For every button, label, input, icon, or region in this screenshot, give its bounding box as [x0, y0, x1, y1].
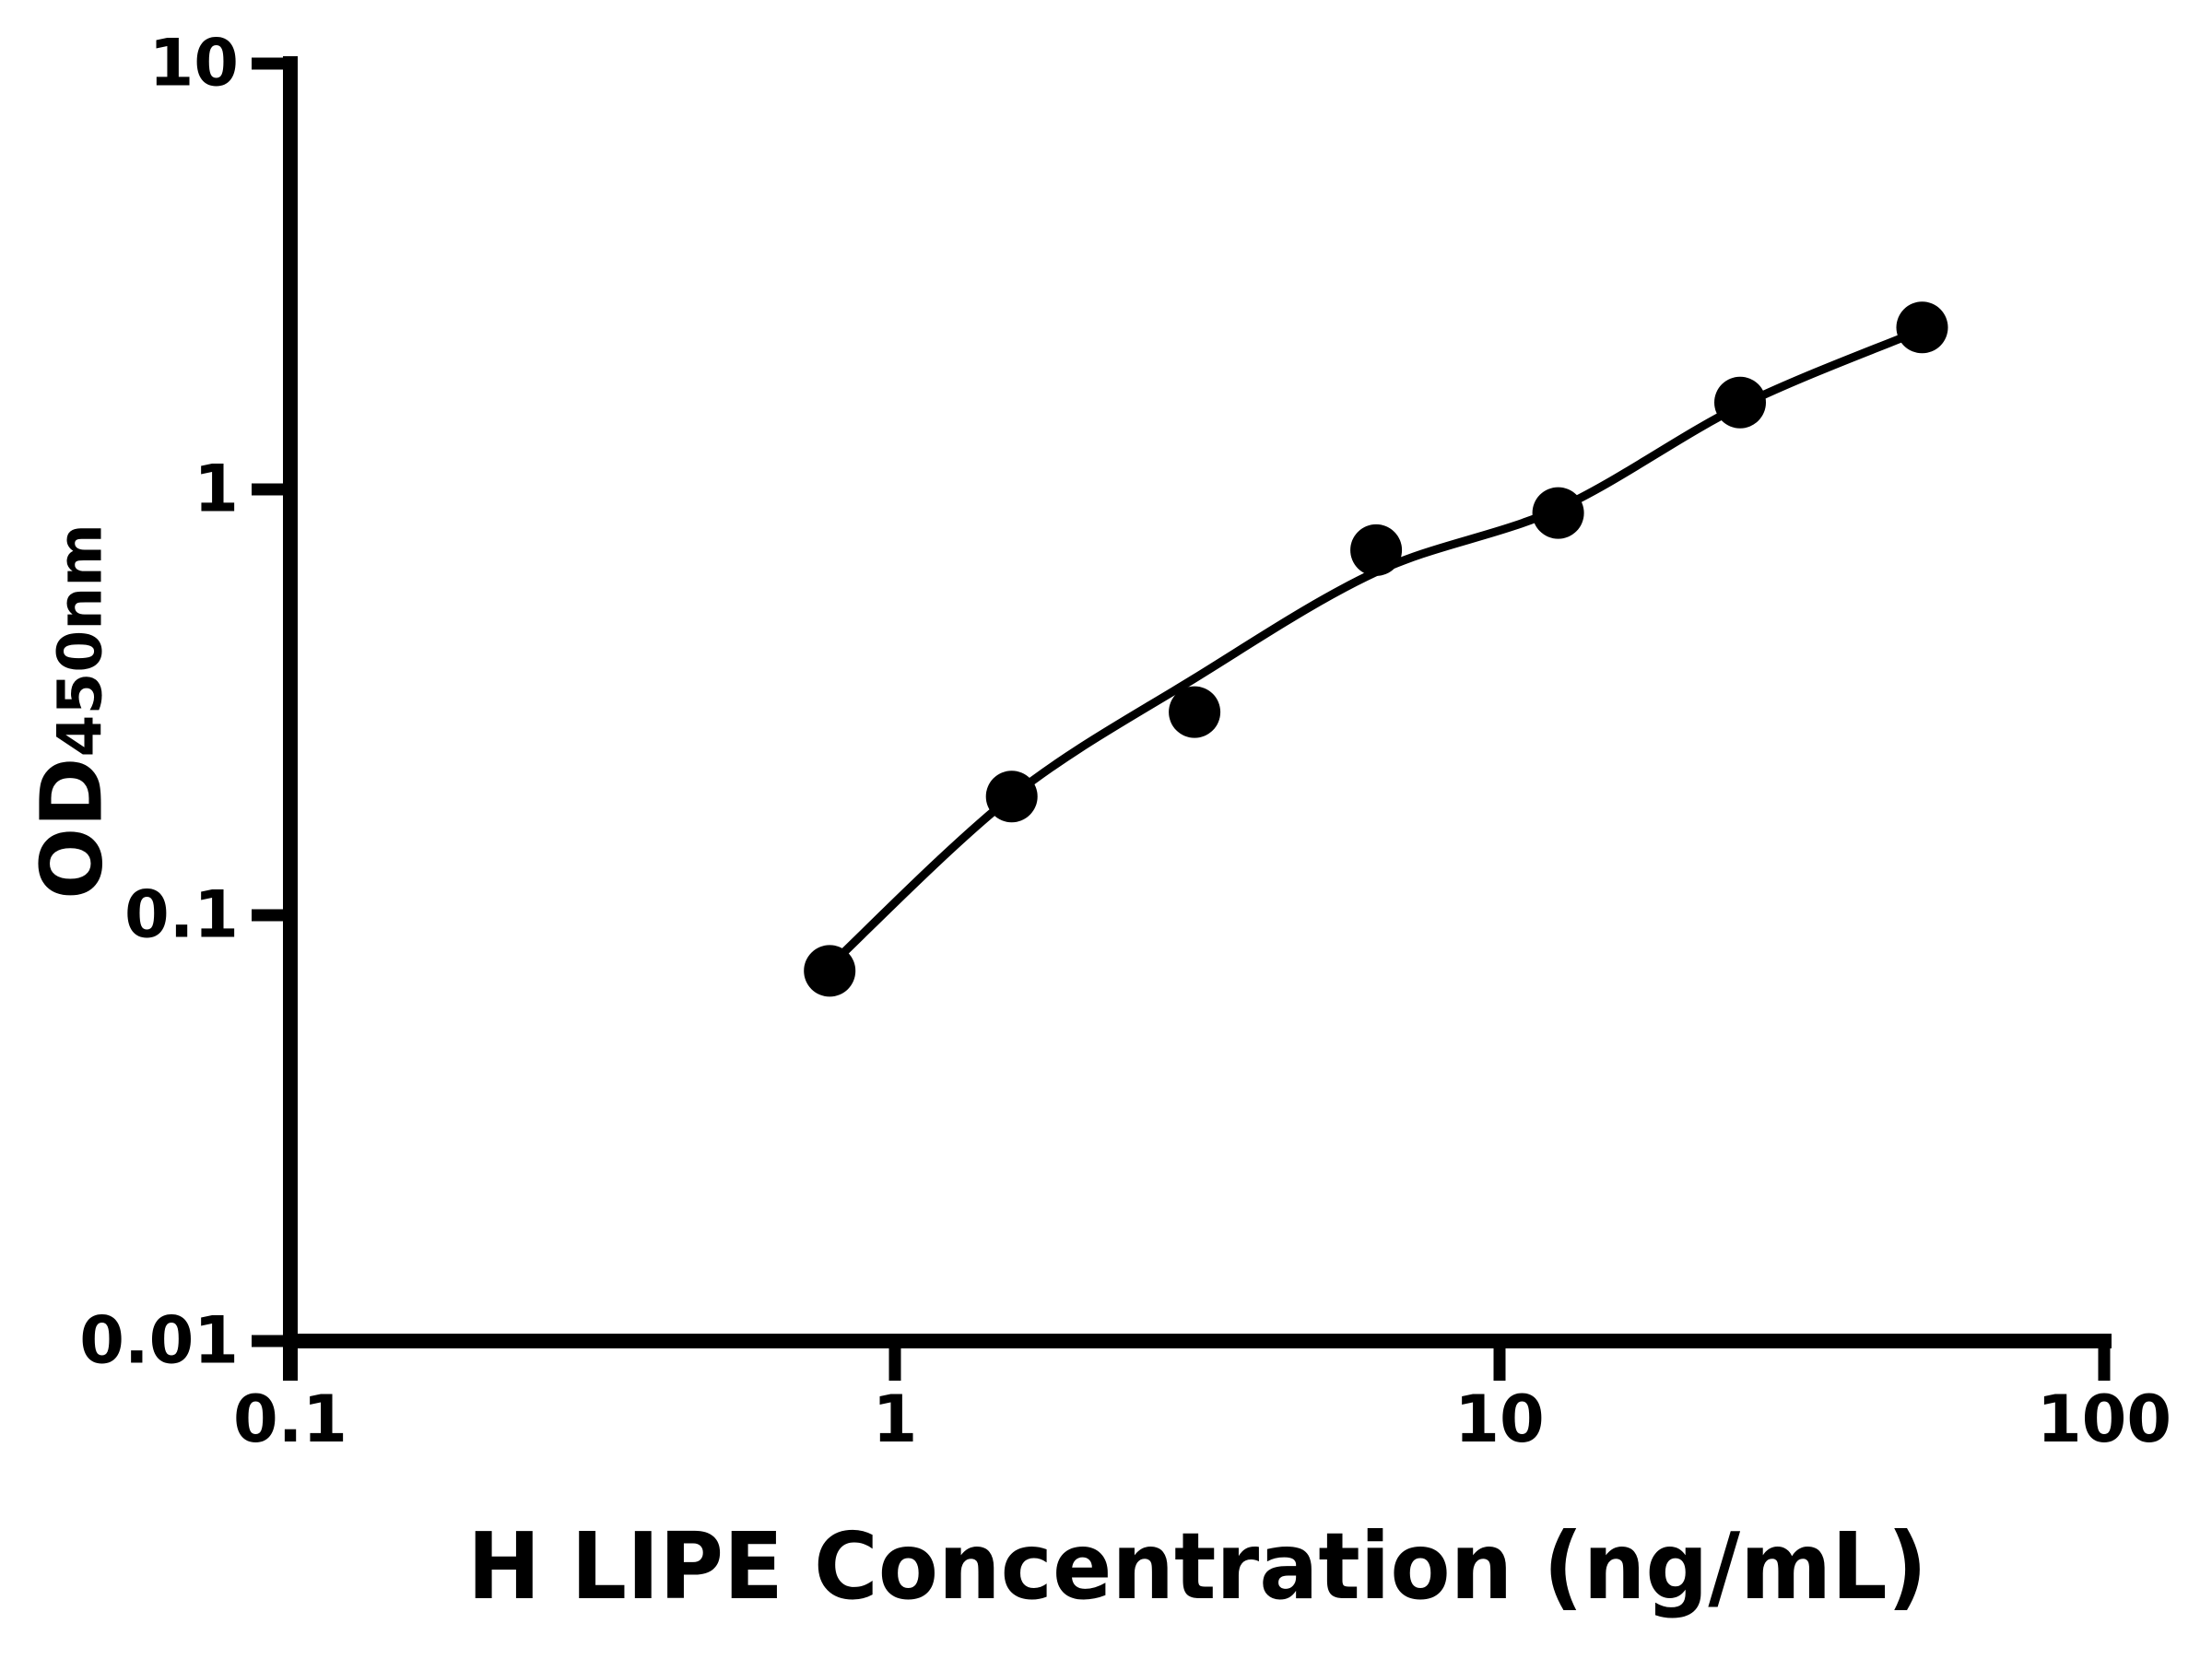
x-tick-label: 0.1: [232, 1382, 348, 1457]
y-tick-label: 0.1: [124, 877, 239, 953]
data-points: [804, 301, 1948, 997]
data-point: [804, 945, 856, 997]
y-axis-title-main: OD: [22, 757, 122, 900]
data-point: [985, 771, 1038, 823]
x-tick-label: 100: [2036, 1382, 2172, 1457]
fit-curve: [827, 325, 1924, 970]
data-point: [1896, 301, 1948, 354]
y-tick-label: 0.01: [79, 1302, 239, 1379]
axes: [283, 56, 2112, 1381]
axis-ticks: [252, 57, 2111, 1381]
data-point: [1714, 376, 1766, 429]
x-tick-label: 1: [872, 1382, 918, 1457]
y-tick-label: 10: [148, 25, 239, 101]
y-axis-title-subscript: 450nm: [44, 523, 116, 758]
y-tick-label: 1: [194, 451, 239, 527]
x-axis-title: H LIPE Concentration (ng/mL): [466, 1512, 1928, 1620]
data-point: [1350, 524, 1403, 576]
data-point: [1532, 487, 1584, 539]
data-point: [1169, 686, 1221, 738]
x-tick-label: 10: [1454, 1382, 1545, 1457]
y-axis-title: OD450nm: [22, 523, 122, 900]
